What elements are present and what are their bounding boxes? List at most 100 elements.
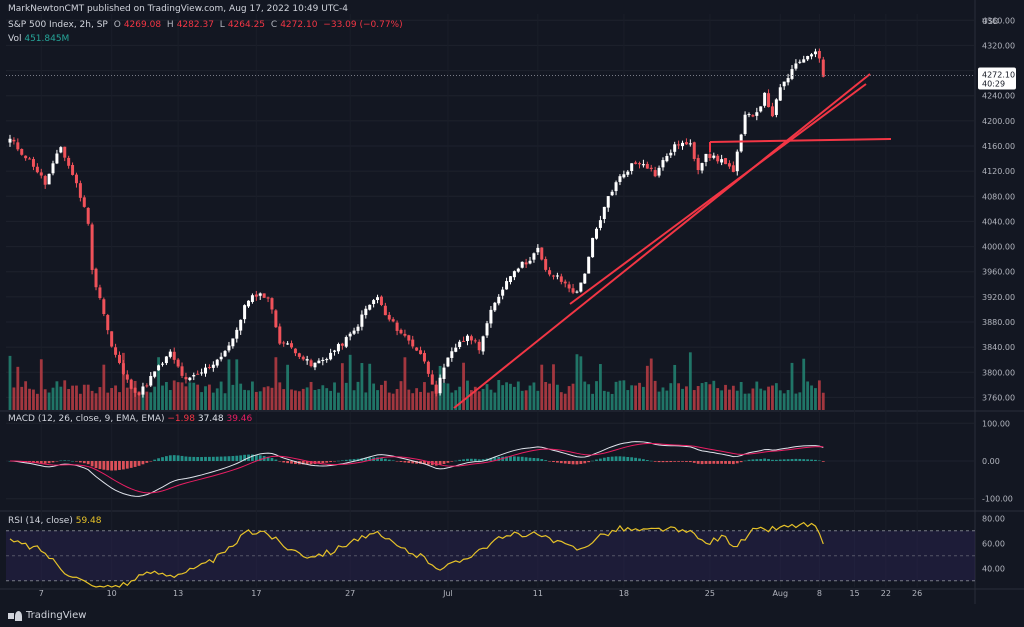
macd-histogram-bar xyxy=(536,458,540,461)
macd-histogram-bar xyxy=(125,461,129,469)
candle-body xyxy=(90,224,94,270)
candle-body xyxy=(184,377,188,380)
candle-body xyxy=(665,156,669,162)
volume-bar xyxy=(24,381,28,410)
macd-histogram-bar xyxy=(391,460,395,461)
volume-bar xyxy=(211,392,215,410)
macd-histogram-bar xyxy=(110,461,114,471)
macd-histogram-bar xyxy=(595,459,598,461)
candle-body xyxy=(653,170,657,177)
volume-bar xyxy=(559,392,563,410)
volume-bar xyxy=(634,385,637,410)
macd-histogram-bar xyxy=(399,461,403,462)
volume-bar xyxy=(403,357,407,410)
candle-body xyxy=(149,376,153,386)
macd-histogram-bar xyxy=(548,461,551,462)
volume-bar xyxy=(419,391,422,410)
rsi-tick-label: 60.00 xyxy=(982,539,1005,548)
candle-body xyxy=(372,300,376,305)
volume-bar xyxy=(82,384,86,410)
trendline-support xyxy=(453,73,871,409)
volume-bar xyxy=(247,390,250,410)
volume-bar xyxy=(78,393,82,410)
volume-bar xyxy=(790,362,794,410)
volume-bar xyxy=(67,389,71,410)
candle-body xyxy=(8,138,12,143)
price-tick-label: 3920.00 xyxy=(982,293,1015,302)
candle-body xyxy=(696,158,700,171)
candle-body xyxy=(180,366,184,376)
tradingview-logo[interactable]: TradingView xyxy=(8,610,86,621)
volume-bar xyxy=(618,380,622,410)
volume-bar xyxy=(411,393,415,410)
candle-body xyxy=(810,54,814,57)
candle-body xyxy=(700,163,704,171)
macd-histogram-bar xyxy=(728,461,731,464)
candle-body xyxy=(98,287,102,299)
macd-histogram-bar xyxy=(622,456,626,461)
volume-bar xyxy=(380,384,383,410)
symbol-info: S&P 500 Index, 2h, SP O 4269.08 H 4282.37 … xyxy=(8,20,406,30)
macd-histogram-bar xyxy=(82,461,86,464)
macd-histogram-bar xyxy=(532,457,536,461)
macd-histogram-bar xyxy=(739,461,743,463)
volume-bar xyxy=(814,388,817,410)
volume-bar xyxy=(528,385,532,410)
candle-body xyxy=(47,173,51,185)
volume-bar xyxy=(309,381,313,410)
countdown-label: 40:29 xyxy=(982,80,1005,89)
rsi-label[interactable]: RSI (14, close) xyxy=(8,516,73,526)
candle-body xyxy=(755,112,759,116)
volume-bar xyxy=(297,391,301,410)
candle-body xyxy=(759,106,763,112)
macd-histogram-bar xyxy=(599,458,602,461)
candle-body xyxy=(458,341,462,347)
volume-bar xyxy=(161,385,164,410)
candle-body xyxy=(661,160,665,168)
candle-body xyxy=(250,295,254,302)
candle-body xyxy=(243,305,247,320)
candle-body xyxy=(106,315,110,331)
macd-histogram-bar xyxy=(364,457,368,461)
candle-body xyxy=(751,115,755,117)
macd-histogram-bar xyxy=(254,454,258,461)
macd-histogram-bar xyxy=(133,461,137,467)
macd-histogram-bar xyxy=(368,457,372,461)
macd-histogram-bar xyxy=(157,458,160,461)
candle-body xyxy=(688,143,692,145)
candle-body xyxy=(727,163,731,167)
volume-bar xyxy=(477,391,481,410)
macd-tick-label: 0.00 xyxy=(982,457,1000,466)
time-tick-label: 26 xyxy=(912,589,922,598)
macd-histogram-bar xyxy=(35,461,39,464)
macd-histogram-bar xyxy=(685,461,688,462)
macd-histogram-bar xyxy=(438,461,442,466)
volume-bar xyxy=(47,392,51,410)
macd-histogram-bar xyxy=(94,461,98,468)
volume-bar xyxy=(540,364,544,410)
volume-bar xyxy=(712,380,716,410)
macd-histogram-bar xyxy=(720,461,724,464)
volume-bar xyxy=(817,380,821,410)
candle-body xyxy=(321,359,325,362)
volume-bar xyxy=(368,363,372,410)
macd-histogram-bar xyxy=(266,456,270,461)
high-value: 4282.37 xyxy=(176,20,214,30)
candle-body xyxy=(160,363,164,365)
volume-bar xyxy=(810,385,813,410)
symbol-name[interactable]: S&P 500 Index, 2h, SP xyxy=(8,20,108,30)
volume-bar xyxy=(688,352,692,410)
candle-body xyxy=(379,296,383,305)
time-tick-label: 18 xyxy=(619,589,629,598)
tradingview-logo-icon xyxy=(8,610,22,621)
time-tick-label: 11 xyxy=(533,589,543,598)
macd-histogram-bar xyxy=(602,457,606,461)
volume-bar xyxy=(258,391,262,410)
close-label: C xyxy=(270,20,278,30)
time-tick-label: 7 xyxy=(39,589,44,598)
candle-body xyxy=(364,308,368,316)
macd-histogram-bar xyxy=(192,456,196,461)
macd-histogram-bar xyxy=(450,461,454,462)
macd-label[interactable]: MACD (12, 26, close, 9, EMA, EMA) xyxy=(8,414,165,424)
